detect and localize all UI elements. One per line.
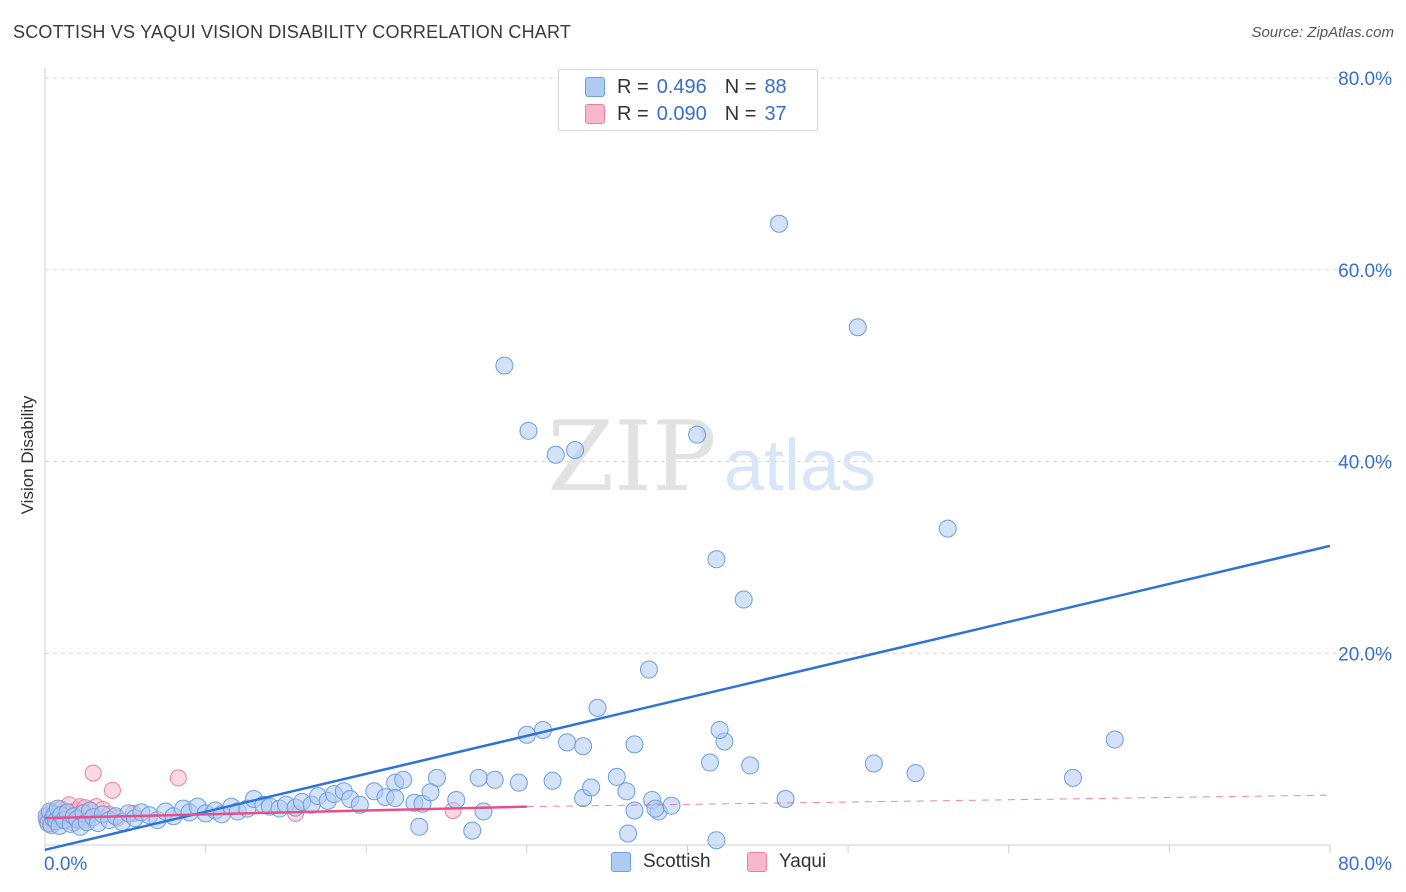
legend-item-yaqui[interactable]: Yaqui [747,851,826,873]
source-label: Source: ZipAtlas.com [1251,24,1394,41]
scottish-point [639,660,658,679]
scottish-point [546,445,565,464]
scottish-point [688,425,707,444]
scottish-point [474,802,493,821]
scottish-point [558,733,577,752]
scottish-point [770,214,789,233]
scottish-point [938,519,957,538]
scottish-point [700,753,719,772]
scottish-point [566,440,585,459]
watermark-atlas: atlas [724,426,876,506]
scottish-swatch [585,77,605,97]
watermark: ZIP atlas [547,401,876,513]
scottish-point [543,771,562,790]
legend-label-yaqui: Yaqui [779,851,827,872]
scottish-point [741,756,760,775]
scottish-point [350,795,369,814]
scottish-point [495,356,514,375]
scottish-point [625,735,644,754]
tick-labels: 20.0% 40.0% 60.0% 80.0% 0.0% 80.0% [44,69,1392,875]
scottish-point [646,799,665,818]
yaqui-trend-line [44,805,527,820]
scottish-swatch [611,852,631,872]
scottish-point [463,821,482,840]
scottish-trend-line [44,544,1331,852]
scottish-point [710,720,729,739]
y-tick-label: 80.0% [1338,69,1392,90]
scottish-point [582,778,601,797]
x-tick-label: 80.0% [1338,854,1392,875]
y-tick-label: 40.0% [1338,453,1392,474]
scottish-point [588,698,607,717]
scottish-point [906,764,925,783]
yaqui-point [169,769,187,787]
legend-item-scottish[interactable]: Scottish [611,851,711,873]
scottish-point [734,590,753,609]
scottish-point [519,421,538,440]
scottish-point [447,790,466,809]
r-value: 0.496 [656,75,707,98]
scottish-point [410,817,429,836]
y-tick-label: 60.0% [1338,261,1392,282]
r-label: R = [617,75,649,98]
legend-label-scottish: Scottish [643,851,711,872]
scottish-point [619,824,638,843]
yaqui-trend-line-extrapolated [526,794,1331,808]
scottish-point [1105,730,1124,749]
trend-lines [44,544,1331,852]
axes [44,68,1331,853]
series-legend: Scottish Yaqui [0,851,1406,877]
scottish-point [625,801,644,820]
scottish-point [776,789,795,808]
scottish-point [509,773,528,792]
yaqui-point [103,781,121,799]
scottish-point [707,831,726,850]
correlation-legend: R = 0.496 N = 88 R = 0.090 N = 37 [558,69,818,131]
scottish-point [662,796,681,815]
legend-row-yaqui: R = 0.090 N = 37 [585,101,787,127]
scottish-point [1064,768,1082,787]
x-tick-label: 0.0% [44,854,87,875]
scottish-point [617,782,636,801]
scottish-point [469,768,488,787]
scottish-point [485,770,504,789]
r-value: 0.090 [656,102,707,125]
scottish-point [864,754,883,773]
legend-row-scottish: R = 0.496 N = 88 [585,74,787,100]
scottish-point [386,789,405,808]
n-label: N = [724,102,757,125]
scottish-point [574,737,593,756]
gridlines [45,77,1392,654]
chart-title: SCOTTISH VS YAQUI VISION DISABILITY CORR… [13,22,572,42]
yaqui-swatch [585,104,605,124]
y-tick-label: 20.0% [1338,644,1392,665]
scottish-point [421,783,440,802]
scottish-points [37,214,1124,850]
n-label: N = [724,75,757,98]
yaqui-point [84,764,102,782]
scottish-point [394,770,413,789]
n-value: 88 [764,75,787,98]
scottish-point [707,550,726,569]
scottish-point [607,767,626,786]
r-label: R = [617,102,649,125]
scottish-point [848,318,867,337]
yaqui-swatch [747,852,767,872]
n-value: 37 [764,102,787,125]
